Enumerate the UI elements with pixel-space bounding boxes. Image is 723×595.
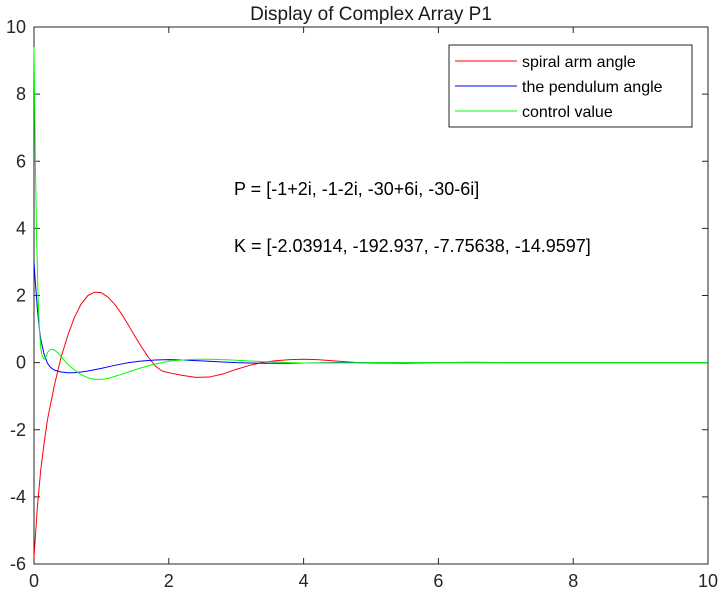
legend: spiral arm angle the pendulum angle cont… — [448, 44, 693, 128]
x-tick-label: 6 — [433, 571, 443, 591]
y-tick-label: -2 — [10, 420, 26, 440]
legend-label-pendulum-angle: the pendulum angle — [522, 79, 663, 96]
series-line-control-value — [33, 47, 708, 380]
legend-label-spiral-arm-angle: spiral arm angle — [522, 54, 636, 71]
chart-title: Display of Complex Array P1 — [250, 4, 492, 25]
y-tick-label: 10 — [6, 17, 26, 37]
y-tick-label: 0 — [16, 353, 26, 373]
annotation-group: P = [-1+2i, -1-2i, -30+6i, -30-6i] K = [… — [234, 179, 591, 256]
annotation-gains: K = [-2.03914, -192.937, -7.75638, -14.9… — [234, 236, 591, 256]
x-tick-label: 0 — [29, 571, 39, 591]
y-tick-label: 4 — [16, 218, 26, 238]
annotation-poles: P = [-1+2i, -1-2i, -30+6i, -30-6i] — [234, 179, 479, 199]
x-tick-label: 8 — [568, 571, 578, 591]
legend-label-control-value: control value — [522, 104, 613, 121]
x-tick-label: 2 — [164, 571, 174, 591]
x-tick-label: 4 — [299, 571, 309, 591]
y-tick-label: -4 — [10, 487, 26, 507]
axis-tick-labels: 0 2 4 6 8 10 -6 -4 -2 0 2 4 6 8 10 — [6, 17, 718, 591]
y-tick-label: 6 — [16, 151, 26, 171]
y-tick-label: -6 — [10, 554, 26, 574]
axis-ticks — [33, 26, 709, 565]
x-tick-label: 10 — [698, 571, 718, 591]
y-tick-label: 2 — [16, 286, 26, 306]
y-tick-label: 8 — [16, 84, 26, 104]
series-layer — [33, 47, 708, 558]
